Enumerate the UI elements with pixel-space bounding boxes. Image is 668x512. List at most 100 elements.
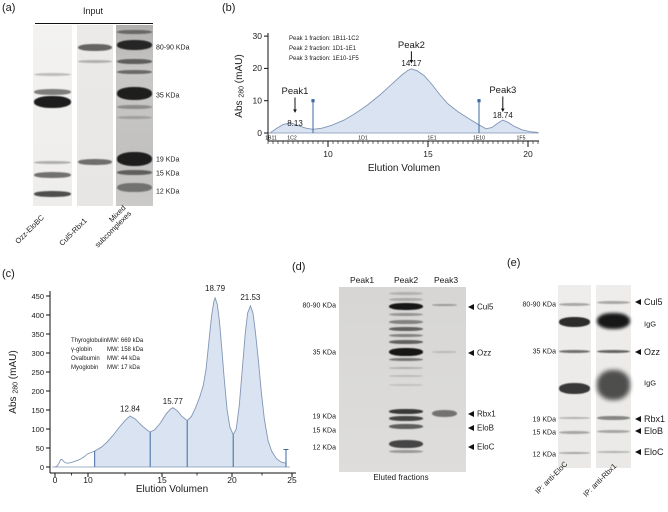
curve-fill — [270, 69, 538, 133]
gel-band — [117, 30, 152, 34]
protein-label: EloC — [477, 442, 495, 452]
y-tick-label: 350 — [31, 330, 44, 339]
gel-band — [559, 431, 590, 434]
gel-band — [389, 450, 423, 453]
arrowhead-icon — [635, 449, 641, 455]
curve-fill — [94, 297, 286, 467]
gel-band — [389, 298, 423, 301]
legend-line: Peak 1 fraction: 1B11-1C2 — [289, 36, 360, 42]
gel-band — [117, 152, 152, 166]
peak-name: Peak3 — [489, 85, 516, 96]
gel-band — [597, 451, 630, 453]
y-axis-title: Abs 280 (mAU) — [8, 350, 20, 413]
y-tick-label: 10 — [253, 96, 263, 106]
gel-band — [389, 334, 423, 337]
y-tick-label: 400 — [31, 311, 44, 320]
mw-label: 80-90 KDa — [522, 301, 556, 309]
mw-label: 19 KDa — [532, 416, 556, 424]
peak-arrowhead-icon — [293, 109, 297, 113]
peak-value: 12.84 — [120, 405, 141, 414]
gel-band — [34, 161, 71, 164]
gel-band — [117, 40, 152, 50]
gel-band — [34, 73, 71, 76]
gel-band — [117, 87, 152, 100]
mw-label: 12 KDa — [156, 188, 180, 196]
gel-band — [389, 303, 423, 310]
gel-band — [559, 317, 590, 327]
lane-label: IP: anti-EloC — [533, 459, 570, 496]
lane-header: Peak2 — [393, 275, 419, 285]
legend-name: γ-globin — [71, 347, 92, 353]
legend-value: MW: 44 kDa — [107, 356, 141, 362]
x-axis-title: Elution Volumen — [136, 484, 208, 495]
peak-value: 21.53 — [240, 293, 261, 302]
arrowhead-icon — [635, 349, 641, 355]
gel-lane — [346, 287, 380, 472]
x-tick-label: 15 — [423, 149, 433, 159]
gel-band — [389, 367, 423, 369]
protein-label: Ozz — [477, 348, 492, 358]
gel-band — [78, 60, 112, 63]
gel-band — [559, 383, 590, 394]
gel-lane — [116, 25, 153, 206]
x-tick-label: 15 — [157, 475, 167, 485]
gel-lane — [33, 25, 72, 206]
peak-value: 18.79 — [205, 284, 226, 293]
gel-band — [34, 96, 71, 108]
arrowhead-icon — [635, 428, 641, 434]
gel-band — [432, 304, 457, 306]
gel-band — [597, 313, 630, 329]
divider-marker — [477, 99, 481, 103]
x-tick-label: 10 — [83, 475, 93, 485]
gel-band — [34, 89, 71, 95]
gel-lane — [558, 285, 591, 468]
x-tick-label: 20 — [523, 149, 533, 159]
fraction-label: 1C2 — [287, 136, 297, 142]
gel-input-title: Input — [82, 6, 104, 16]
peak-arrowhead-icon — [501, 108, 505, 112]
input-title-underline — [35, 23, 153, 24]
peak-name: Peak2 — [398, 40, 425, 51]
gel-band — [597, 301, 630, 304]
mw-label: 19 KDa — [312, 413, 336, 421]
gel-band — [389, 340, 423, 344]
mw-label: 80-90 KDa — [156, 44, 190, 52]
arrowhead-icon — [468, 411, 474, 417]
panel-label-d: (d) — [292, 261, 306, 273]
gel-band — [78, 159, 112, 165]
divider-marker — [311, 99, 315, 103]
arrowhead-icon — [635, 416, 641, 422]
peak-name: Peak1 — [282, 86, 309, 97]
gel-band — [117, 116, 152, 119]
gel-band — [389, 320, 423, 324]
mw-label: 35 KDa — [312, 349, 336, 357]
protein-label: EloC — [644, 447, 664, 457]
lane-header: Peak1 — [349, 275, 375, 285]
peak-value: 8.13 — [287, 119, 303, 128]
gel-band — [559, 452, 590, 454]
gel-band — [78, 44, 112, 51]
gel-band — [597, 370, 630, 400]
peak-value: 15.77 — [163, 397, 184, 406]
gel-band — [389, 416, 423, 421]
protein-label: Rbx1 — [477, 409, 496, 419]
legend-name: Myoglobin — [71, 365, 98, 371]
protein-label: Cul5 — [477, 302, 494, 312]
mw-label: 35 KDa — [156, 92, 180, 100]
protein-label: Cul5 — [644, 297, 663, 307]
y-tick-label: 250 — [31, 368, 44, 377]
gel-caption: Eluted fractions — [373, 473, 429, 482]
arrowhead-icon — [468, 304, 474, 310]
fraction-label: 1D1 — [358, 136, 368, 142]
gel-band — [389, 348, 423, 356]
arrowhead-icon — [468, 444, 474, 450]
legend-value: MW: 669 kDa — [107, 338, 144, 344]
x-axis-title: Elution Volumen — [368, 163, 440, 174]
gel-band — [597, 416, 630, 420]
panel-label-c: (c) — [2, 268, 15, 280]
fraction-label: 1E1 — [427, 136, 436, 142]
gel-band — [117, 105, 152, 109]
gel-lane — [77, 25, 113, 206]
protein-label: Ozz — [644, 347, 661, 357]
protein-label: Rbx1 — [644, 414, 666, 424]
